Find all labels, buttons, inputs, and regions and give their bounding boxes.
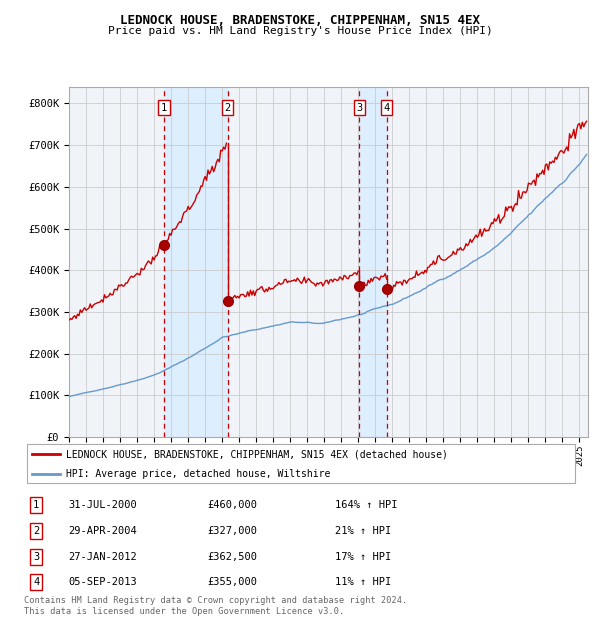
Text: £355,000: £355,000 <box>207 577 257 587</box>
Text: £460,000: £460,000 <box>207 500 257 510</box>
Text: 3: 3 <box>356 102 362 113</box>
FancyBboxPatch shape <box>27 445 575 483</box>
Text: 11% ↑ HPI: 11% ↑ HPI <box>335 577 391 587</box>
Bar <box>164 87 227 437</box>
Text: 05-SEP-2013: 05-SEP-2013 <box>68 577 137 587</box>
Text: 2: 2 <box>33 526 40 536</box>
Text: 29-APR-2004: 29-APR-2004 <box>68 526 137 536</box>
Text: Price paid vs. HM Land Registry's House Price Index (HPI): Price paid vs. HM Land Registry's House … <box>107 26 493 36</box>
Text: LEDNOCK HOUSE, BRADENSTOKE, CHIPPENHAM, SN15 4EX (detached house): LEDNOCK HOUSE, BRADENSTOKE, CHIPPENHAM, … <box>65 449 448 459</box>
Bar <box>359 87 386 437</box>
Text: 2: 2 <box>224 102 231 113</box>
Text: Contains HM Land Registry data © Crown copyright and database right 2024.: Contains HM Land Registry data © Crown c… <box>24 596 407 604</box>
Text: 31-JUL-2000: 31-JUL-2000 <box>68 500 137 510</box>
Text: 4: 4 <box>33 577 40 587</box>
Text: LEDNOCK HOUSE, BRADENSTOKE, CHIPPENHAM, SN15 4EX: LEDNOCK HOUSE, BRADENSTOKE, CHIPPENHAM, … <box>120 14 480 27</box>
Text: HPI: Average price, detached house, Wiltshire: HPI: Average price, detached house, Wilt… <box>65 469 330 479</box>
Text: 17% ↑ HPI: 17% ↑ HPI <box>335 552 391 562</box>
Text: This data is licensed under the Open Government Licence v3.0.: This data is licensed under the Open Gov… <box>24 607 344 616</box>
Text: 3: 3 <box>33 552 40 562</box>
Text: £362,500: £362,500 <box>207 552 257 562</box>
Text: £327,000: £327,000 <box>207 526 257 536</box>
Text: 1: 1 <box>161 102 167 113</box>
Text: 27-JAN-2012: 27-JAN-2012 <box>68 552 137 562</box>
Text: 1: 1 <box>33 500 40 510</box>
Text: 164% ↑ HPI: 164% ↑ HPI <box>335 500 397 510</box>
Text: 21% ↑ HPI: 21% ↑ HPI <box>335 526 391 536</box>
Text: 4: 4 <box>383 102 390 113</box>
